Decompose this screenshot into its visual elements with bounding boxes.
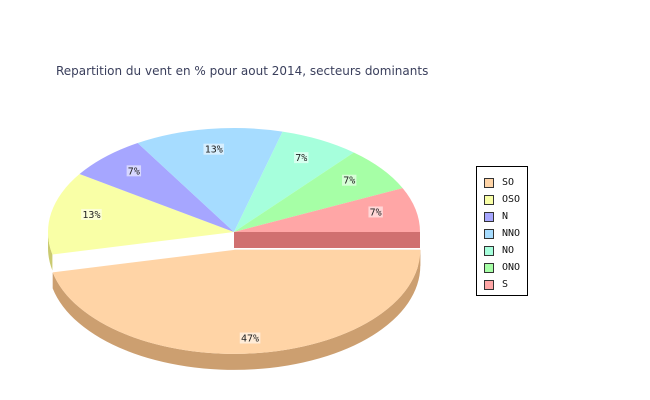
- legend-item-oso: OSO: [484, 191, 527, 208]
- pie-slice-n: [79, 143, 234, 232]
- legend-swatch: [484, 177, 494, 188]
- legend-label: S: [502, 279, 509, 290]
- pie-slice-ono: [234, 152, 403, 232]
- slice-label-nno: 13%: [203, 143, 225, 156]
- legend-label: SO: [502, 177, 515, 188]
- svg-text:7%: 7%: [128, 166, 140, 177]
- slice-label-no: 7%: [294, 152, 309, 164]
- chart-title: Repartition du vent en % pour aout 2014,…: [56, 64, 429, 78]
- legend-item-no: NO: [484, 242, 527, 259]
- pie-slice-nno: [137, 127, 283, 232]
- legend-label: NNO: [502, 228, 521, 239]
- legend-item-n: N: [484, 208, 527, 225]
- legend-item-ono: ONO: [484, 259, 527, 276]
- svg-text:7%: 7%: [370, 207, 382, 218]
- pie-slice-so: [52, 249, 421, 354]
- slice-label-so: 47%: [239, 332, 261, 345]
- pie-slice-side-so: [52, 249, 421, 370]
- legend-swatch: [484, 228, 494, 239]
- legend-item-so: SO: [484, 174, 527, 191]
- slice-label-ono: 7%: [342, 174, 357, 187]
- pie-slice-oso: [48, 174, 234, 255]
- legend-swatch: [484, 279, 494, 290]
- legend-label: NO: [502, 245, 515, 256]
- slice-label-oso: 13%: [81, 208, 102, 221]
- pie-slice-no: [234, 131, 354, 232]
- slice-label-n: 7%: [126, 165, 142, 177]
- legend-swatch: [484, 211, 494, 222]
- legend-label: N: [502, 211, 509, 222]
- pie-labels: 47% 13% 7% 13% 7% 7% 7%: [81, 143, 383, 345]
- pie-tops: [48, 127, 421, 354]
- legend-swatch: [484, 194, 494, 205]
- svg-text:7%: 7%: [295, 153, 307, 164]
- legend-swatch: [484, 262, 494, 273]
- legend-label: OSO: [502, 194, 521, 205]
- svg-text:13%: 13%: [82, 210, 100, 221]
- legend-item-nno: NNO: [484, 225, 527, 242]
- pie-slice-face-s: [234, 232, 420, 248]
- legend-label: ONO: [502, 262, 521, 273]
- legend: SO OSO N NNO NO ONO S: [476, 166, 528, 296]
- legend-item-s: S: [484, 276, 527, 293]
- svg-text:13%: 13%: [205, 145, 223, 156]
- legend-swatch: [484, 245, 494, 256]
- pie-slice-side-oso: [48, 232, 53, 271]
- svg-text:7%: 7%: [343, 176, 355, 187]
- slice-label-s: 7%: [368, 206, 383, 218]
- svg-text:47%: 47%: [241, 334, 259, 345]
- pie-slice-s: [234, 188, 420, 232]
